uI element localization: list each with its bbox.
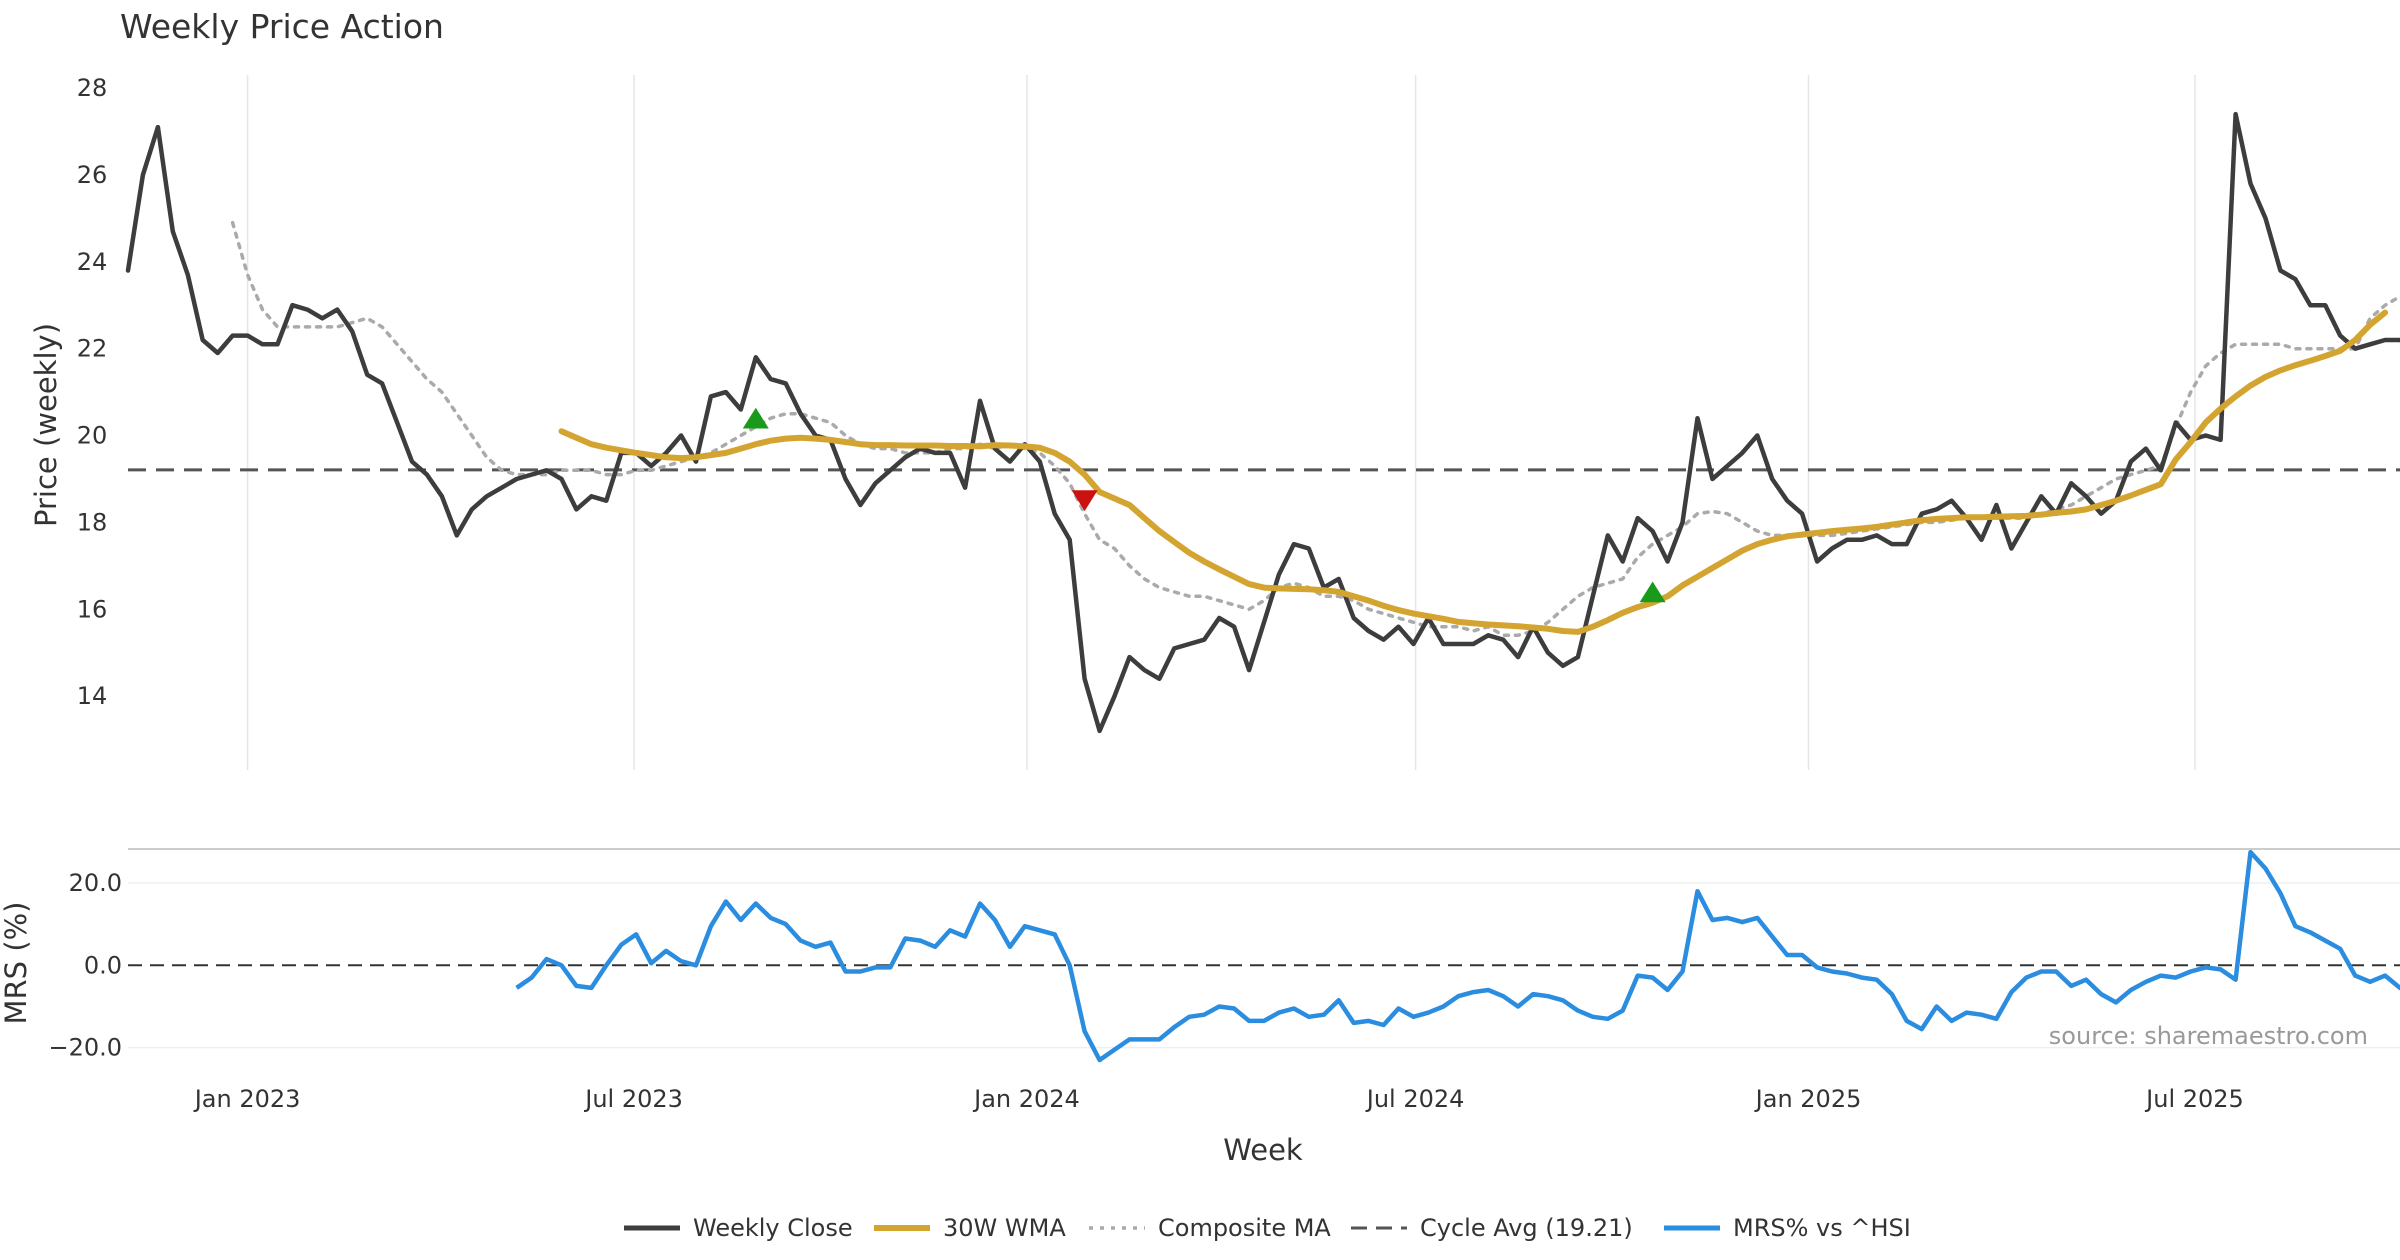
buy-signal-marker — [1639, 581, 1666, 603]
x-tick-label: Jul 2024 — [1365, 1085, 1465, 1113]
price-y-tick-label: 20 — [77, 422, 108, 450]
source-note: source: sharemaestro.com — [2049, 1022, 2368, 1050]
price-y-tick-label: 18 — [77, 508, 108, 536]
legend-label: Composite MA — [1158, 1214, 1331, 1242]
price-y-tick-label: 26 — [77, 161, 108, 189]
price-y-tick-label: 24 — [77, 248, 108, 276]
price-y-axis-label: Price (weekly) — [29, 323, 63, 527]
x-tick-label: Jul 2023 — [583, 1085, 683, 1113]
price-y-tick-label: 16 — [77, 595, 108, 623]
price-y-tick-label: 22 — [77, 335, 108, 363]
chart-title: Weekly Price Action — [120, 7, 444, 46]
price-y-tick-label: 14 — [77, 682, 108, 710]
mrs-line — [515, 849, 2400, 1063]
series-layer — [125, 111, 2400, 1063]
mrs-grid — [128, 848, 2400, 1049]
x-tick-label: Jul 2025 — [2144, 1085, 2244, 1113]
legend: Weekly Close 30W WMA Composite MA Cycle Avg… — [624, 1214, 1911, 1242]
legend-label: MRS% vs ^HSI — [1733, 1214, 1911, 1242]
x-tick-label: Jan 2024 — [972, 1085, 1080, 1113]
wma-30w-line — [558, 309, 2389, 635]
sell-signal-marker — [1071, 490, 1098, 512]
weekly-close-line — [125, 111, 2400, 734]
x-ticks: Jan 2023 Jul 2023 Jan 2024 Jul 2024 Jan 2025… — [193, 1085, 2244, 1113]
marker-layer — [742, 407, 1666, 603]
legend-label: Cycle Avg (19.21) — [1420, 1214, 1633, 1242]
legend-label: 30W WMA — [943, 1214, 1066, 1242]
mrs-y-tick-label: 20.0 — [69, 869, 122, 897]
price-grid — [246, 75, 2196, 770]
mrs-y-tick-label: 0.0 — [84, 951, 122, 979]
legend-label: Weekly Close — [693, 1214, 853, 1242]
x-tick-label: Jan 2025 — [1754, 1085, 1862, 1113]
mrs-y-axis-label: MRS (%) — [0, 902, 33, 1025]
x-tick-label: Jan 2023 — [193, 1085, 301, 1113]
mrs-y-tick-label: −20.0 — [48, 1034, 122, 1062]
price-y-ticks: 14 16 18 20 22 24 26 28 — [77, 74, 108, 710]
mrs-y-ticks: −20.0 0.0 20.0 — [48, 869, 122, 1062]
x-axis-label: Week — [1223, 1133, 1303, 1167]
price-y-tick-label: 28 — [77, 74, 108, 102]
buy-signal-marker — [742, 407, 769, 429]
